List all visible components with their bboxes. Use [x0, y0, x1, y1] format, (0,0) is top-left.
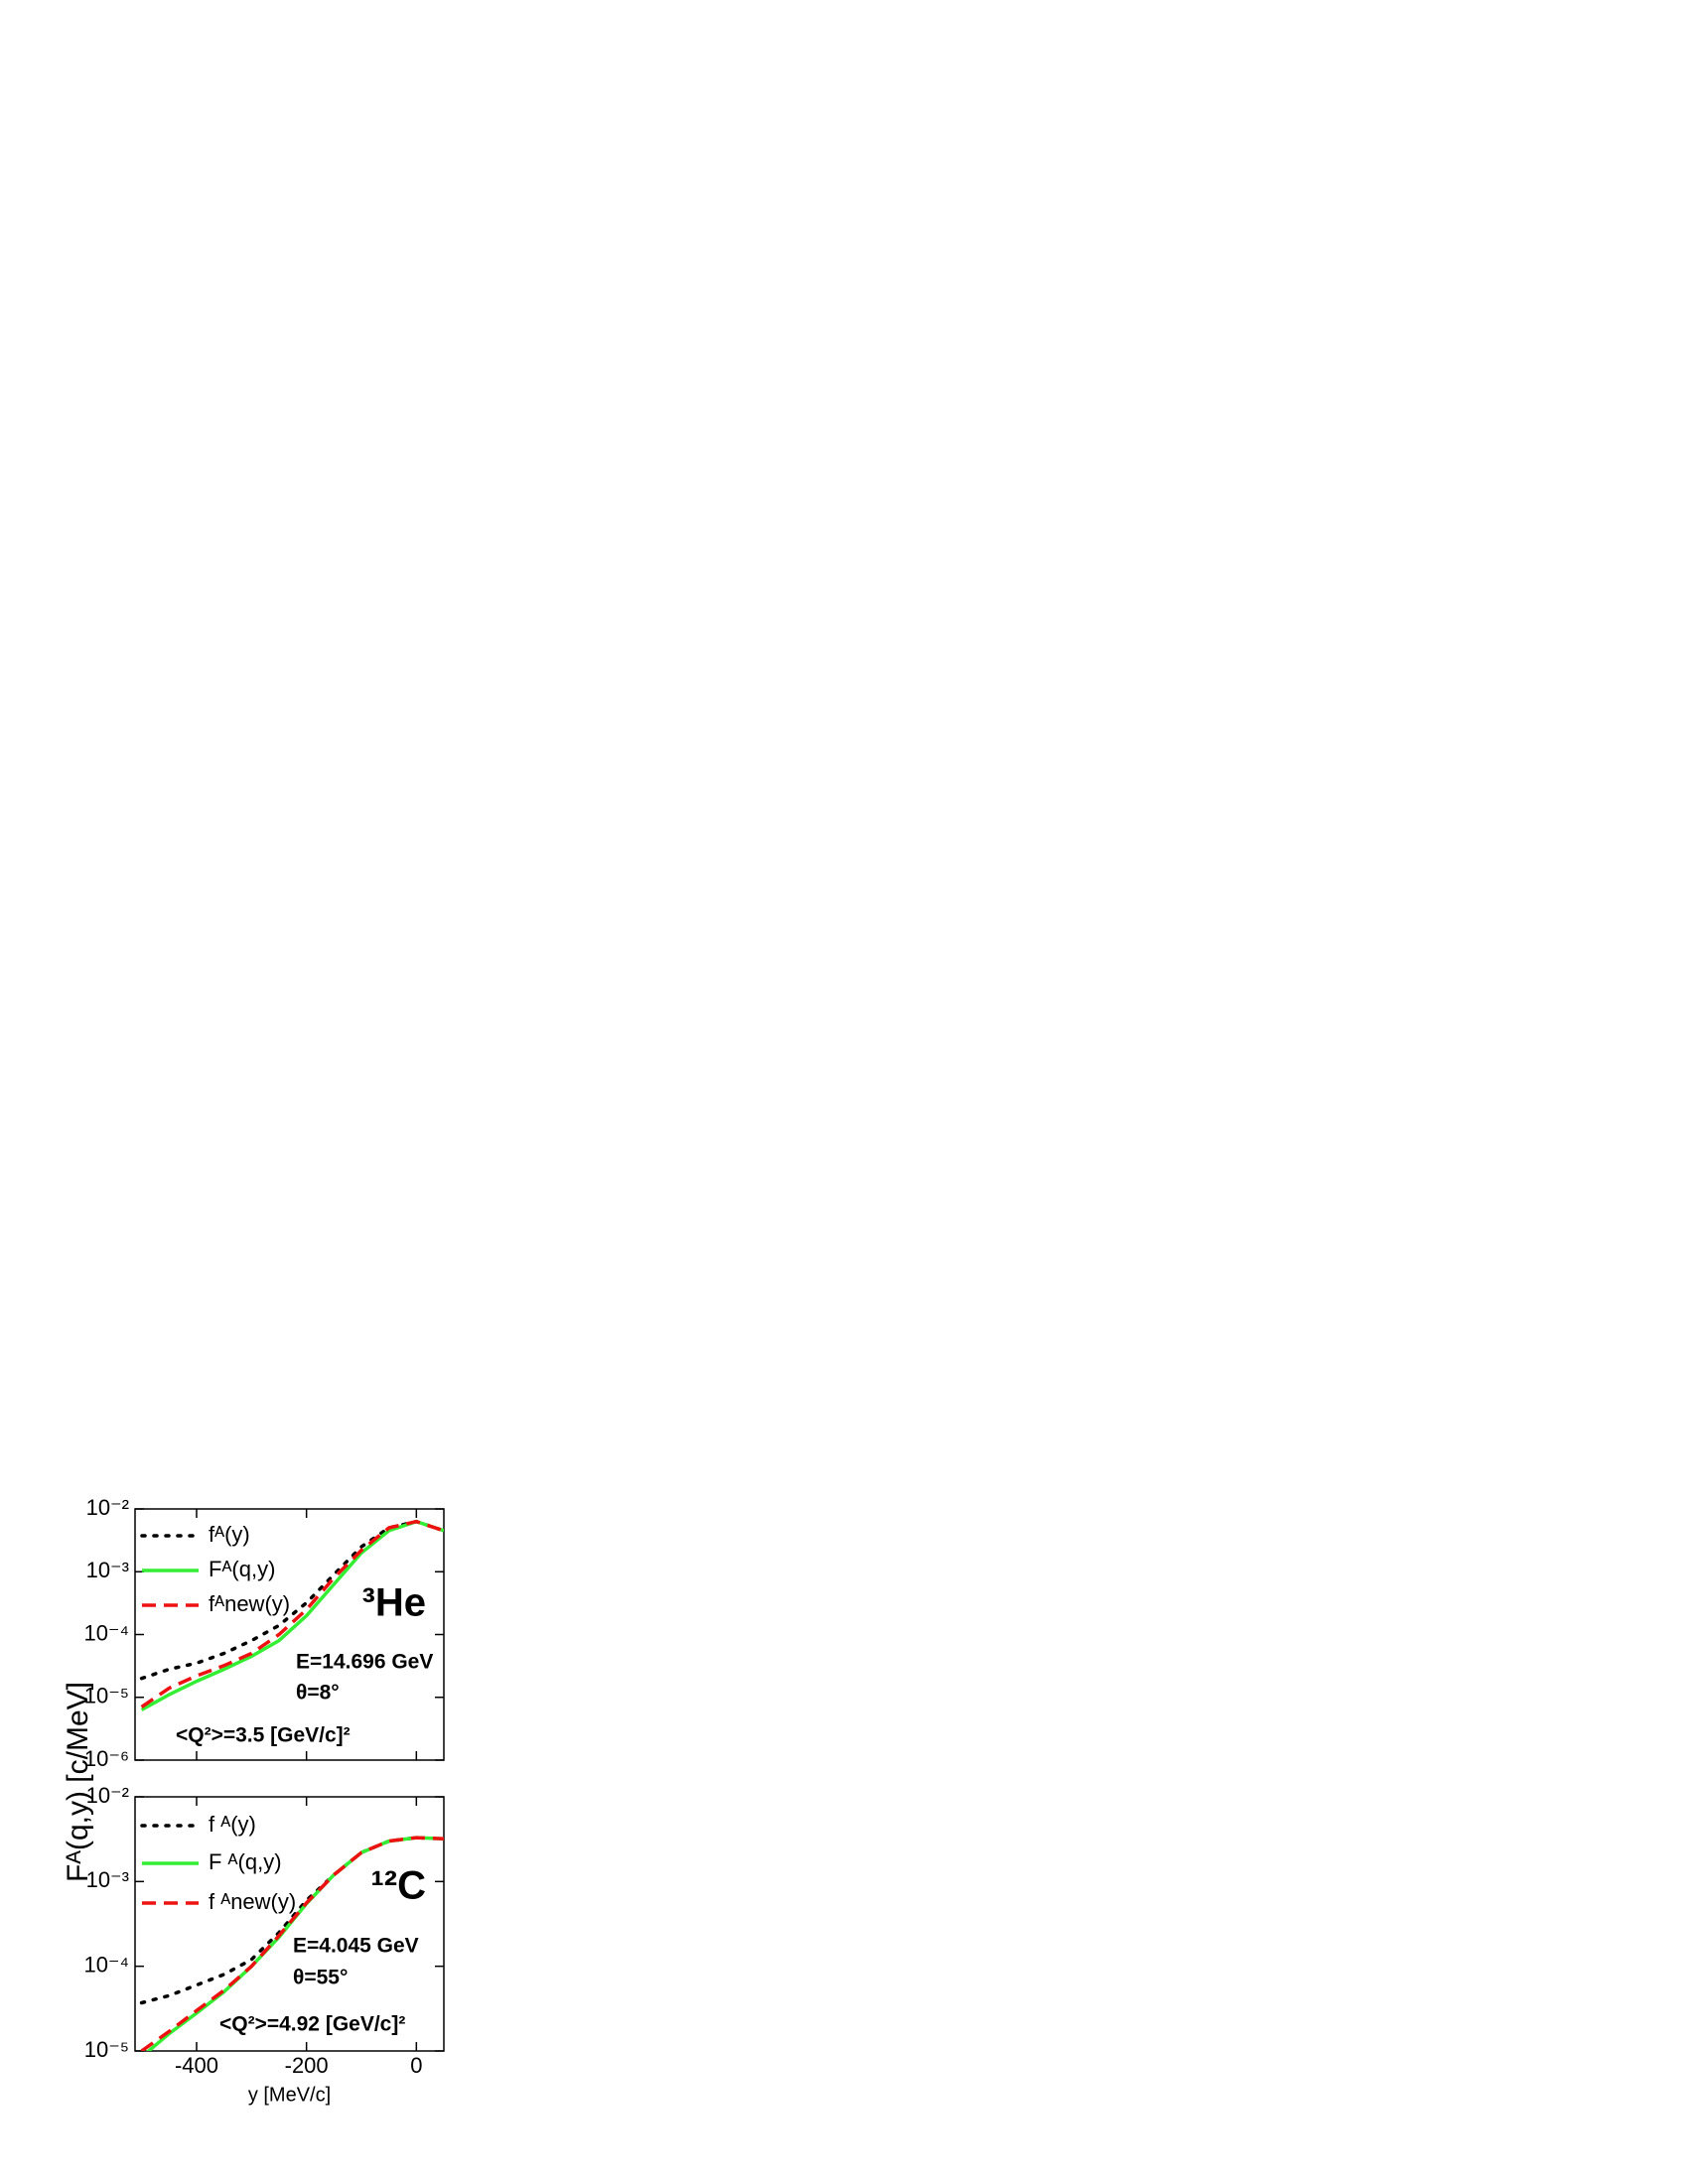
series-line [140, 1519, 444, 1711]
y-tick-label: 10⁻² [86, 1495, 129, 1520]
series-line [139, 1836, 444, 2005]
legend-label: fᴬnew(y) [209, 1591, 290, 1616]
annotation: E=14.696 GeV [296, 1651, 433, 1674]
series-line [140, 1836, 444, 2051]
plot-area [139, 1519, 444, 1711]
legend-label: F ᴬ(q,y) [209, 1849, 282, 1874]
y-tick-label: 10⁻² [86, 1783, 129, 1808]
y-tick-label: 10⁻³ [86, 1558, 129, 1582]
y-tick-label: 10⁻⁴ [83, 1952, 129, 1977]
y-tick-label: 10⁻³ [86, 1867, 129, 1892]
plot-area [139, 1836, 444, 2051]
x-tick-label: -400 [175, 2053, 218, 2078]
y-tick-label: 10⁻⁵ [84, 1684, 129, 1708]
annotation: <Q²>=4.92 [GeV/c]² [219, 2013, 405, 2036]
y-axis-label: Fᴬ(q,y) [c/MeV] [62, 1682, 94, 1882]
plot-frame [134, 1796, 445, 2052]
annotation: ¹²C [370, 1864, 426, 1908]
legend-label: Fᴬ(q,y) [209, 1557, 275, 1581]
y-tick-label: 10⁻⁵ [84, 2037, 129, 2062]
x-tick-label: 0 [410, 2053, 422, 2078]
x-tick-label: -200 [285, 2053, 329, 2078]
legend-label: f ᴬnew(y) [209, 1889, 296, 1914]
annotation: E=4.045 GeV [293, 1935, 419, 1958]
legend-label: fᴬ(y) [209, 1522, 250, 1547]
annotation: ³He [362, 1581, 426, 1625]
y-tick-label: 10⁻⁶ [84, 1746, 129, 1771]
annotation: θ=8° [296, 1682, 340, 1705]
series-line [140, 1519, 444, 1708]
y-tick-label: 10⁻⁴ [83, 1620, 129, 1645]
x-axis-label: y [MeV/c] [248, 2084, 331, 2106]
annotation: <Q²>=3.5 [GeV/c]² [176, 1724, 351, 1747]
plot-frame [134, 1508, 445, 1761]
legend-label: f ᴬ(y) [209, 1812, 256, 1837]
annotation: θ=55° [293, 1967, 348, 1989]
